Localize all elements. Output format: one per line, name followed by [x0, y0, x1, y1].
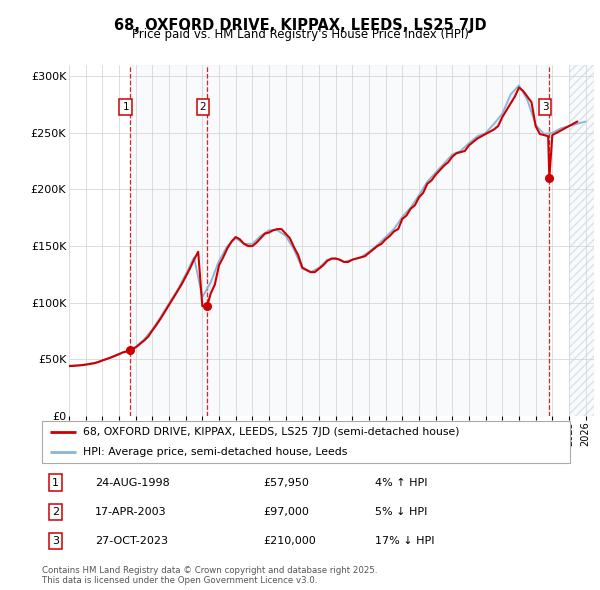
Text: 27-OCT-2023: 27-OCT-2023 [95, 536, 168, 546]
Text: 17-APR-2003: 17-APR-2003 [95, 507, 166, 517]
Text: 68, OXFORD DRIVE, KIPPAX, LEEDS, LS25 7JD: 68, OXFORD DRIVE, KIPPAX, LEEDS, LS25 7J… [113, 18, 487, 32]
Text: 4% ↑ HPI: 4% ↑ HPI [374, 477, 427, 487]
Text: 24-AUG-1998: 24-AUG-1998 [95, 477, 170, 487]
Text: 1: 1 [122, 102, 129, 112]
Text: £97,000: £97,000 [264, 507, 310, 517]
Text: £57,950: £57,950 [264, 477, 310, 487]
Text: 3: 3 [542, 102, 548, 112]
Bar [130, 65, 207, 416]
Text: 1: 1 [52, 477, 59, 487]
Bar [569, 65, 594, 416]
Text: 2: 2 [52, 507, 59, 517]
Text: Price paid vs. HM Land Registry's House Price Index (HPI): Price paid vs. HM Land Registry's House … [131, 28, 469, 41]
Bar [569, 65, 594, 416]
Text: Contains HM Land Registry data © Crown copyright and database right 2025.
This d: Contains HM Land Registry data © Crown c… [42, 566, 377, 585]
Text: 68, OXFORD DRIVE, KIPPAX, LEEDS, LS25 7JD (semi-detached house): 68, OXFORD DRIVE, KIPPAX, LEEDS, LS25 7J… [83, 427, 460, 437]
Text: £210,000: £210,000 [264, 536, 317, 546]
Text: 3: 3 [52, 536, 59, 546]
Text: HPI: Average price, semi-detached house, Leeds: HPI: Average price, semi-detached house,… [83, 447, 347, 457]
Text: 17% ↓ HPI: 17% ↓ HPI [374, 536, 434, 546]
Text: 5% ↓ HPI: 5% ↓ HPI [374, 507, 427, 517]
Text: 2: 2 [200, 102, 206, 112]
Bar [207, 65, 550, 416]
